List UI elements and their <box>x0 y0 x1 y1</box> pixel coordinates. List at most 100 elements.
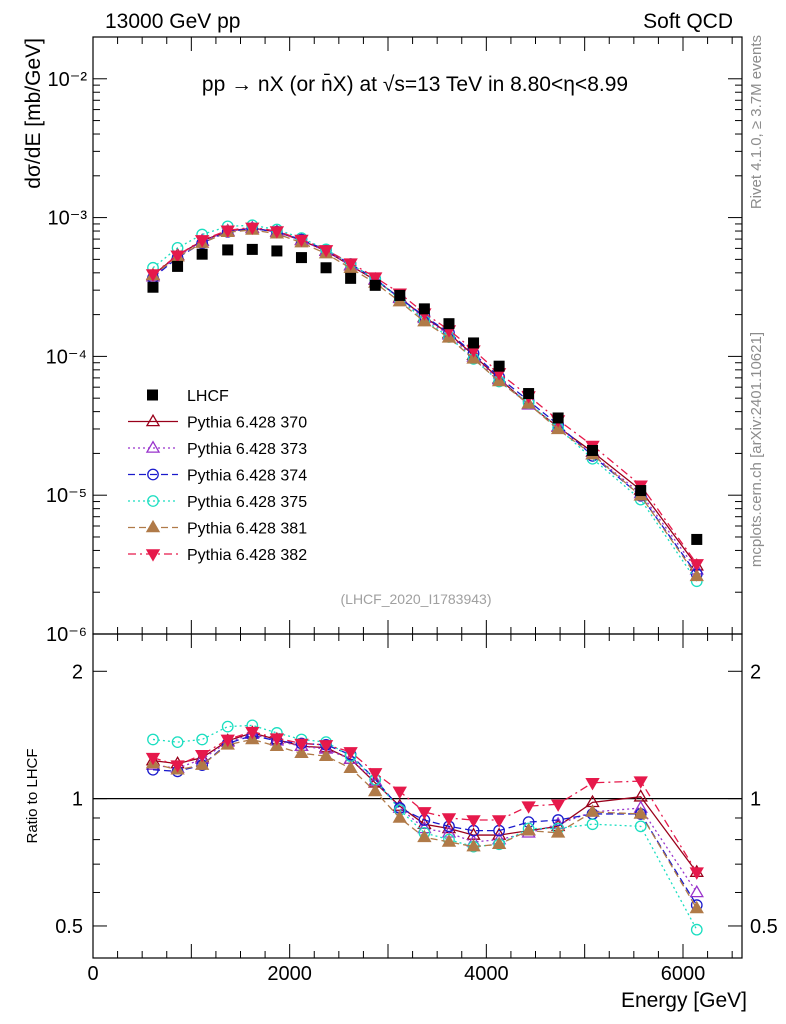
main-point-pythia-6-428-382 <box>368 272 383 285</box>
ratio-curve-pythia-6-428-382 <box>152 730 698 873</box>
legend-label-pythia-6-428-373: Pythia 6.428 373 <box>187 441 307 458</box>
ratio-xtick-label: 4000 <box>464 963 509 985</box>
ratio-ytick-label: 1 <box>72 789 83 811</box>
main-series <box>145 219 704 588</box>
beam-label: 13000 GeV pp <box>105 10 240 33</box>
legend: LHCF Pythia 6.428 370 Pythia 6.428 373 Pyth… <box>128 388 307 564</box>
legend-marker-pythia-6-428-381 <box>145 519 161 533</box>
lhcf-data-point <box>295 252 307 264</box>
main-point-pythia-6-428-381 <box>550 421 566 435</box>
ratio-axes: 0 2000 4000 6000 0.5 0.5 1 1 2 2 <box>55 634 778 985</box>
ratio-xtick-label: 2000 <box>267 963 312 985</box>
legend-marker-pythia-6-428-370 <box>145 413 161 427</box>
lhcf-data-point <box>196 248 208 260</box>
main-ytick-label: 10⁻² <box>48 69 88 91</box>
ratio-ylabel: Ratio to LHCF <box>24 748 41 843</box>
lhcf-data-point <box>246 243 258 255</box>
main-ytick-label: 10⁻⁴ <box>46 346 87 368</box>
ratio-point-pythia-6-428-382 <box>318 740 334 753</box>
ratio-point-pythia-6-428-382 <box>194 749 210 763</box>
ratio-point-pythia-6-428-382 <box>441 813 457 826</box>
ratio-point-pythia-6-428-381 <box>194 757 210 770</box>
ratio-curve-pythia-6-428-375 <box>152 724 698 930</box>
ratio-ytick-label: 0.5 <box>55 916 83 938</box>
main-ylabel: dσ/dE [mb/GeV] <box>22 38 45 189</box>
lhcf-data-point <box>587 444 599 456</box>
ratio-point-pythia-6-428-381 <box>441 834 457 847</box>
lhcf-data-point <box>552 412 564 424</box>
ratio-point-pythia-6-428-382 <box>585 778 600 791</box>
legend-label-pythia-6-428-375: Pythia 6.428 375 <box>187 494 307 511</box>
ratio-point-pythia-6-428-382 <box>245 726 260 740</box>
ratio-point-pythia-6-428-381 <box>550 825 566 838</box>
ratio-point-pythia-6-428-382 <box>343 747 358 760</box>
main-plot-frame <box>92 36 743 635</box>
ratio-point-pythia-6-428-382 <box>689 867 704 880</box>
lhcf-data-point <box>691 533 703 545</box>
ratio-point-pythia-6-428-375 <box>147 733 159 746</box>
legend-marker-pythia-6-428-382 <box>145 549 161 562</box>
legend-marker-pythia-6-428-375 <box>147 495 159 507</box>
lhcf-data-point <box>443 318 455 330</box>
ratio-point-pythia-6-428-373 <box>689 884 704 898</box>
ratio-point-pythia-6-428-375 <box>586 818 599 831</box>
ratio-ytick-label: 2 <box>72 661 83 683</box>
ratio-ytick-label-right: 0.5 <box>750 916 778 938</box>
ratio-point-pythia-6-428-382 <box>417 807 432 820</box>
analysis-id: (LHCF_2020_I1783943) <box>341 591 492 607</box>
legend-label-pythia-6-428-370: Pythia 6.428 370 <box>187 415 307 432</box>
main-curve-pythia-6-428-373 <box>152 227 698 571</box>
ratio-point-pythia-6-428-381 <box>633 806 648 819</box>
ratio-point-pythia-6-428-382 <box>550 799 566 812</box>
ratio-point-pythia-6-428-382 <box>633 776 648 789</box>
rivet-version-label: Rivet 4.1.0, ≥ 3.7M events <box>748 35 765 209</box>
ratio-point-pythia-6-428-381 <box>392 810 407 823</box>
ratio-point-pythia-6-428-382 <box>145 752 161 766</box>
lhcf-data-point <box>369 279 381 291</box>
lhcf-data-point <box>635 485 647 497</box>
legend-label-lhcf: LHCF <box>187 388 229 405</box>
ratio-point-pythia-6-428-375 <box>634 820 647 833</box>
ratio-point-pythia-6-428-381 <box>491 836 507 850</box>
main-point-pythia-6-428-382 <box>194 235 210 248</box>
legend-marker-lhcf <box>147 389 158 401</box>
ratio-point-pythia-6-428-381 <box>466 839 481 852</box>
ratio-point-pythia-6-428-381 <box>417 829 432 843</box>
main-point-pythia-6-428-382 <box>318 245 334 258</box>
ratio-xtick-label: 6000 <box>661 963 706 985</box>
lhcf-data-point <box>172 260 184 272</box>
ratio-ytick-label-right: 1 <box>750 789 761 811</box>
ratio-point-pythia-6-428-382 <box>368 768 383 781</box>
ratio-point-pythia-6-428-381 <box>294 745 309 759</box>
main-point-pythia-6-428-382 <box>343 258 358 271</box>
lhcf-data-point <box>271 245 283 257</box>
ratio-point-pythia-6-428-381 <box>585 804 600 817</box>
ratio-point-pythia-6-428-382 <box>170 760 185 773</box>
ratio-plot-frame <box>92 633 743 959</box>
ratio-curve-pythia-6-428-374 <box>152 734 698 906</box>
ratio-curve-pythia-6-428-370 <box>152 732 698 873</box>
main-ytick-label: 10⁻³ <box>48 208 88 230</box>
ratio-xtick-label: 0 <box>87 963 98 985</box>
process-label: Soft QCD <box>643 10 733 33</box>
lhcf-data-point <box>222 244 234 256</box>
ratio-point-pythia-6-428-375 <box>690 923 703 936</box>
main-axes: 10⁻⁶ 10⁻⁵ 10⁻⁴ 10⁻³ 10⁻² <box>46 36 742 646</box>
main-point-pythia-6-428-382 <box>170 250 185 263</box>
ratio-point-pythia-6-428-382 <box>269 733 285 746</box>
legend-label-pythia-6-428-374: Pythia 6.428 374 <box>187 468 307 485</box>
ratio-point-pythia-6-428-375 <box>171 736 184 749</box>
ratio-point-pythia-6-428-381 <box>521 823 536 836</box>
ratio-point-pythia-6-428-382 <box>466 815 481 828</box>
legend-marker-pythia-6-428-373 <box>145 440 161 453</box>
main-point-pythia-6-428-382 <box>294 234 309 248</box>
lhcf-data-point <box>468 337 480 349</box>
ratio-curve-pythia-6-428-381 <box>152 738 698 909</box>
ratio-series <box>145 719 704 936</box>
mcplots-label: mcplots.cern.ch [arXiv:2401.10621] <box>748 332 765 567</box>
main-point-pythia-6-428-382 <box>269 226 285 239</box>
main-ytick-label: 10⁻⁵ <box>46 485 87 507</box>
main-ytick-label: 10⁻⁶ <box>46 624 87 646</box>
ratio-point-pythia-6-428-381 <box>368 783 383 797</box>
